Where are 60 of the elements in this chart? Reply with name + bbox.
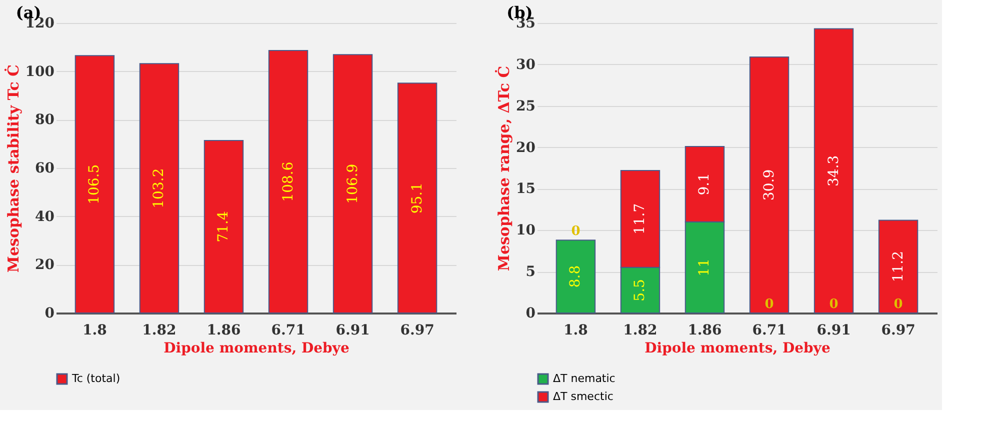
bar [268,50,308,314]
data-label: 103.2 [151,168,168,208]
legend-label: ΔT smectic [553,390,614,403]
y-tick-label: 20 [35,257,55,274]
annotation: 0 [764,297,774,312]
bar [74,55,115,314]
y-tick-label: 5 [526,264,536,280]
data-label: 11.7 [632,203,648,235]
x-tick-label: 1.86 [688,322,722,338]
x-tick-label: 6.71 [271,322,306,338]
bar [556,240,596,314]
x-axis-title: Dipole moments, Debye [644,340,830,356]
bar [878,220,918,314]
y-tick-label: 60 [35,160,55,176]
annotation: 0 [829,297,838,312]
x-tick-label: 6.91 [336,322,370,338]
y-axis-title: Mesophase stability Tc Ċ [3,64,22,273]
x-tick-label: 6.97 [400,322,434,338]
bar [814,28,854,314]
bar [397,82,438,314]
data-label: 106.5 [86,164,103,204]
x-tick-label: 6.91 [816,322,851,338]
y-tick-label: 80 [35,112,55,128]
y-tick-label: 30 [516,56,536,73]
x-tick-label: 1.8 [564,322,588,338]
x-tick-label: 1.82 [142,322,176,338]
y-tick-label: 40 [35,208,55,225]
bar [332,54,373,314]
data-label: 106.9 [344,164,361,204]
data-label: 30.9 [761,169,778,201]
data-label: 11.2 [890,251,906,282]
x-tick-label: 6.97 [881,322,916,338]
annotation: 0 [571,224,580,240]
y-tick-label: 25 [516,98,536,114]
y-tick-label: 15 [516,181,536,198]
data-label: 108.6 [280,162,296,202]
x-tick-label: 1.82 [623,322,658,338]
data-label: 71.4 [216,211,232,242]
bar [204,140,244,314]
x-tick-label: 6.71 [752,322,786,338]
x-tick-label: 1.86 [206,322,241,338]
y-tick-label: 100 [25,64,55,80]
data-label: 9.1 [696,173,713,196]
legend-label: ΔT nematic [553,372,616,385]
data-label: 34.3 [826,155,842,186]
bar [139,63,180,314]
data-label: 5.5 [632,279,648,302]
y-tick-label: 20 [516,140,536,156]
data-label: 95.1 [409,182,426,214]
y-axis-title: Mesophase range, ΔTc Ċ [494,66,514,272]
data-label: 11 [696,258,713,276]
x-tick-label: 1.8 [82,322,107,338]
bar [749,56,790,314]
y-tick-label: 0 [44,306,55,322]
x-axis-title: Dipole moments, Debye [164,340,350,356]
annotation: 0 [894,297,903,312]
y-tick-label: 0 [526,306,536,322]
y-tick-label: 10 [516,222,536,239]
legend-label: Tc (total) [71,372,120,385]
data-label: 8.8 [568,265,584,288]
